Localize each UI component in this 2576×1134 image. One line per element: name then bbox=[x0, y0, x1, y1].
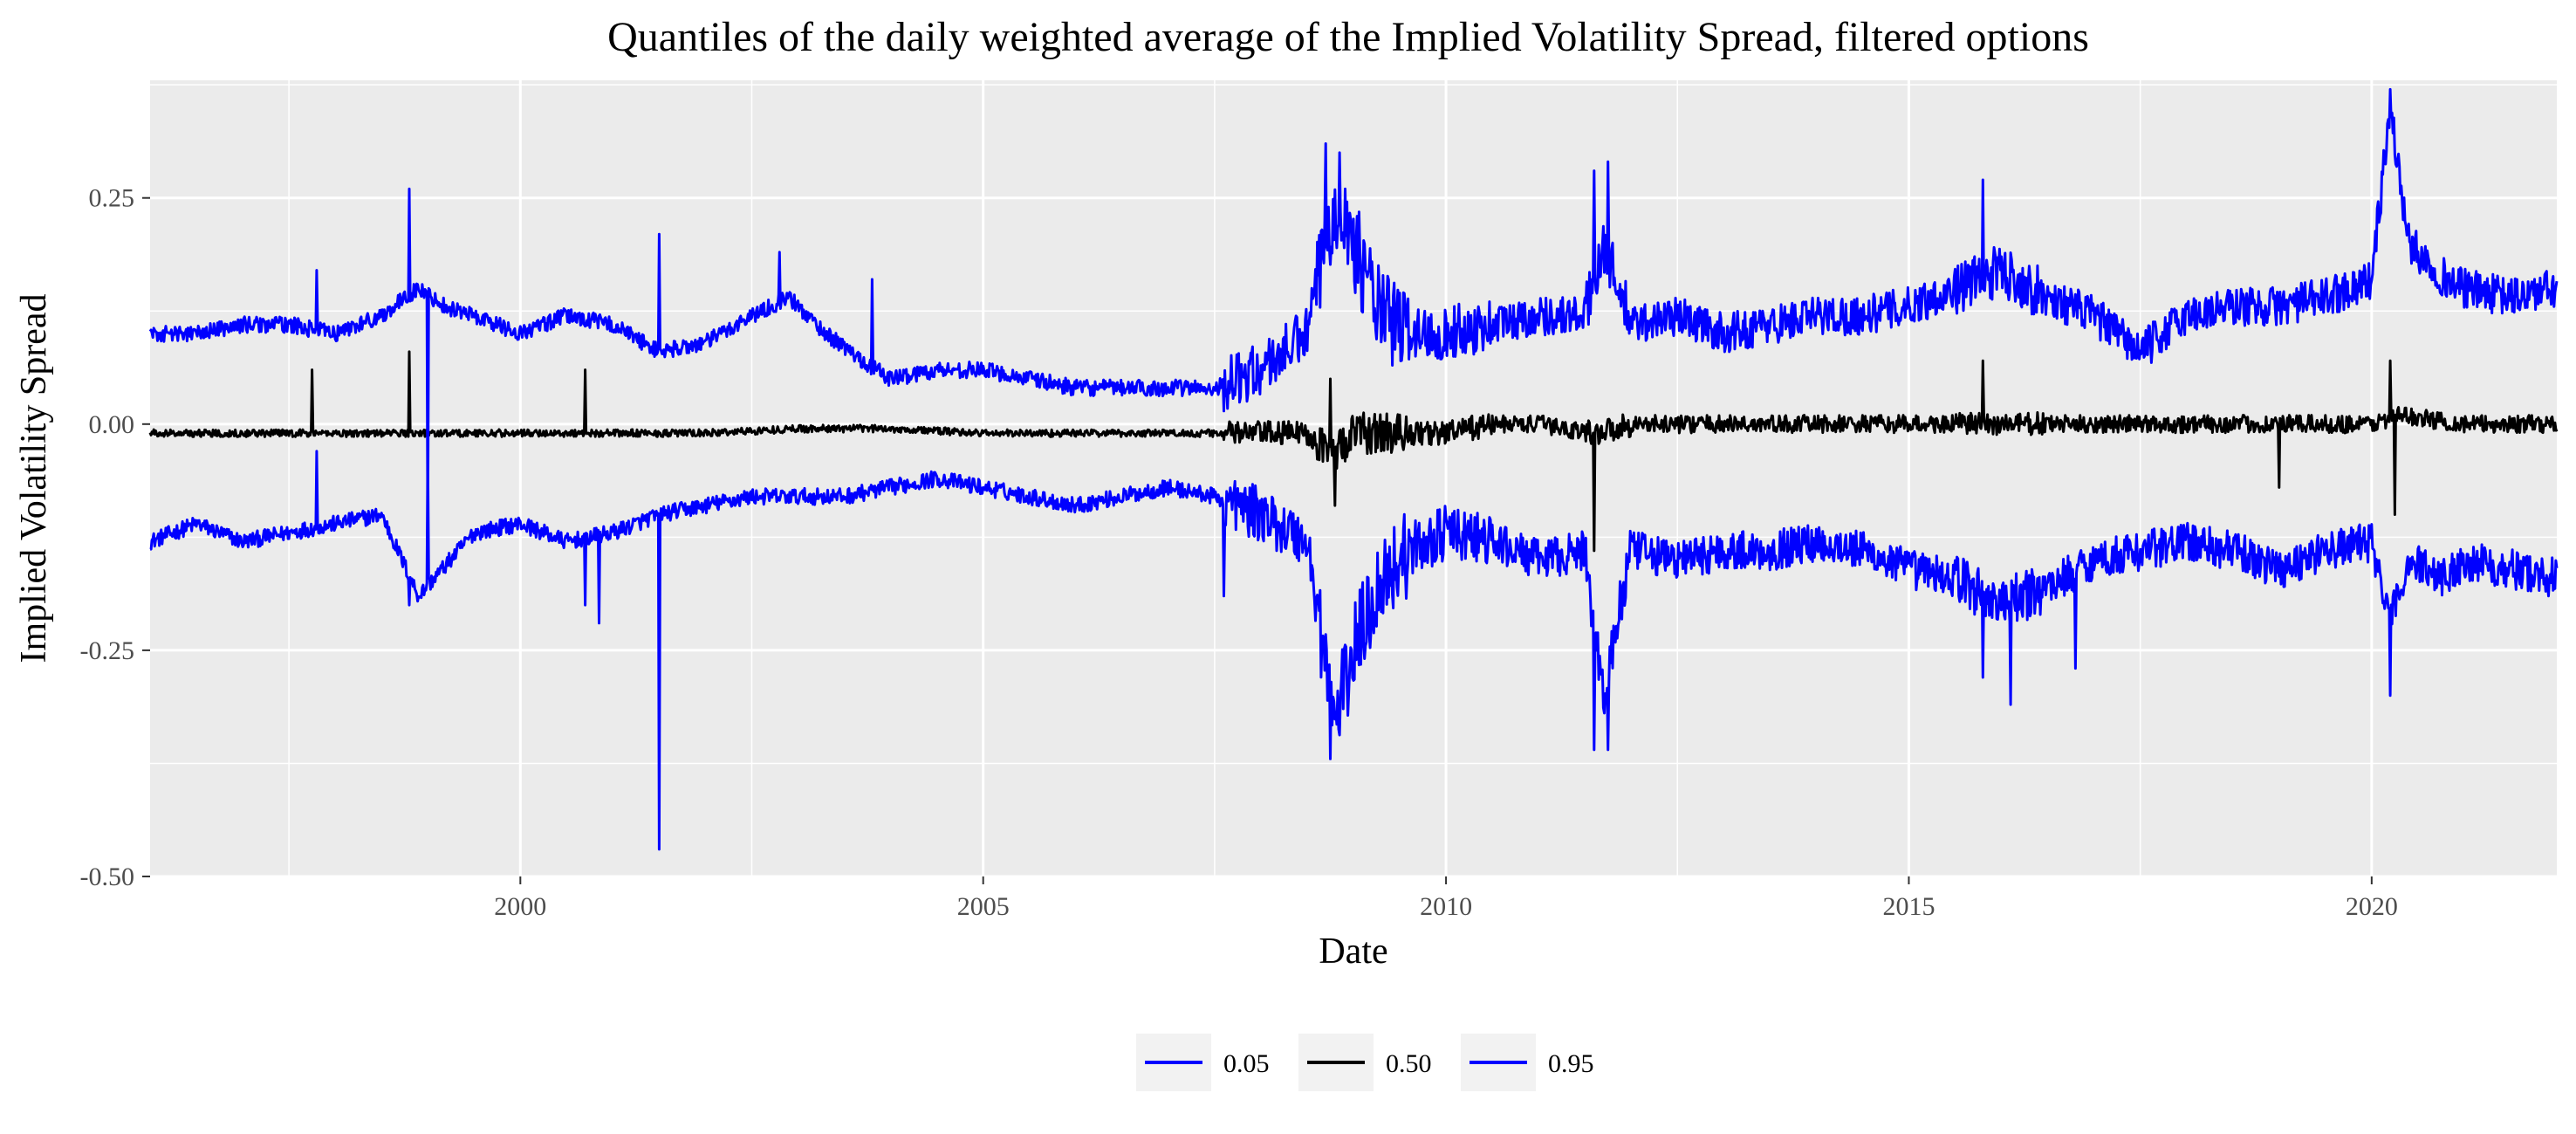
series-line-q095 bbox=[148, 87, 2559, 543]
chart-title: Quantiles of the daily weighted average … bbox=[607, 14, 2089, 60]
tick-layer: 2000 2005 2010 2015 2020 -0.50 -0.25 0.00 0.25 bbox=[80, 184, 2398, 921]
x-tick-label: 2020 bbox=[2346, 892, 2398, 921]
legend-label: 0.05 bbox=[1223, 1049, 1270, 1078]
legend-label: 0.95 bbox=[1548, 1049, 1594, 1078]
legend-label: 0.50 bbox=[1386, 1049, 1432, 1078]
y-tick-label: 0.25 bbox=[89, 184, 135, 213]
series-line-q050 bbox=[148, 350, 2559, 553]
y-axis-title: Implied Volatility Spread bbox=[14, 293, 54, 663]
x-tick-label: 2000 bbox=[494, 892, 546, 921]
x-axis-title: Date bbox=[1319, 931, 1387, 972]
y-tick-label: 0.00 bbox=[89, 410, 135, 439]
x-tick-label: 2010 bbox=[1420, 892, 1472, 921]
legend: 0.05 0.50 0.95 bbox=[1136, 1034, 1594, 1091]
y-tick-label: -0.50 bbox=[80, 863, 135, 891]
series-layer bbox=[148, 87, 2559, 851]
plot-panel bbox=[150, 80, 2557, 876]
series-line-q005 bbox=[149, 450, 2559, 851]
y-tick-label: -0.25 bbox=[80, 636, 135, 665]
x-tick-label: 2005 bbox=[957, 892, 1010, 921]
x-tick-label: 2015 bbox=[1882, 892, 1935, 921]
